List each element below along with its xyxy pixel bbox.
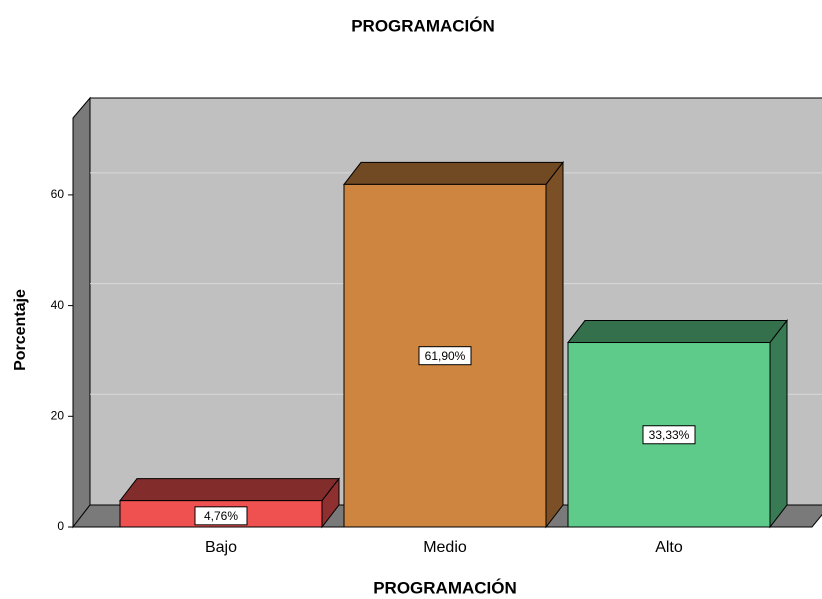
x-axis-title: PROGRAMACIÓN	[373, 578, 517, 597]
chart-title: PROGRAMACIÓN	[351, 16, 495, 35]
side-wall	[72, 96, 91, 529]
x-tick-label: Medio	[423, 539, 467, 556]
value-label: 33,33%	[649, 428, 690, 442]
x-tick-label: Bajo	[205, 539, 237, 556]
bar-side	[545, 160, 564, 529]
bar-top	[566, 320, 789, 344]
y-axis-title: Porcentaje	[12, 289, 29, 371]
y-tick-label: 20	[51, 408, 65, 422]
value-label-box	[642, 425, 696, 445]
y-tick-label: 40	[51, 298, 65, 312]
y-tick-label: 0	[57, 519, 64, 533]
value-label-box	[194, 506, 248, 526]
bar-top	[118, 478, 341, 502]
bar-top	[342, 161, 565, 185]
value-label: 4,76%	[204, 509, 238, 523]
value-label: 61,90%	[425, 349, 466, 363]
value-label-box	[418, 346, 472, 366]
y-tick-label: 60	[51, 187, 65, 201]
bar-side	[769, 319, 788, 529]
x-tick-label: Alto	[655, 539, 683, 556]
